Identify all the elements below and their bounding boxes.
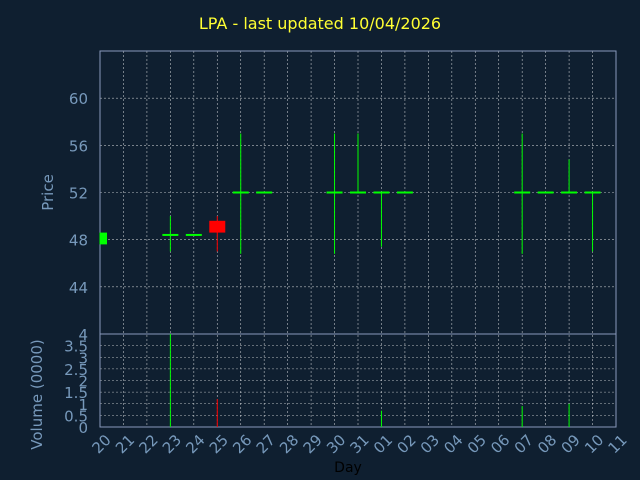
x-tick-label: 10 bbox=[581, 431, 607, 457]
x-tick-label: 07 bbox=[511, 431, 537, 457]
x-tick-label: 06 bbox=[487, 431, 513, 457]
candle-body bbox=[209, 220, 226, 233]
volume-tick-label: 1 bbox=[78, 396, 88, 414]
chart-title: LPA - last updated 10/04/2026 bbox=[198, 14, 442, 33]
x-tick-label: 04 bbox=[440, 431, 466, 457]
x-tick-label: 01 bbox=[370, 431, 396, 457]
x-tick-label: 20 bbox=[89, 431, 115, 457]
volume-tick-label: 0.5 bbox=[64, 407, 88, 425]
x-axis-label: Day bbox=[334, 460, 362, 476]
price-tick-label: 44 bbox=[69, 279, 88, 297]
price-tick-label: 48 bbox=[69, 232, 88, 250]
x-tick-label: 08 bbox=[534, 431, 560, 457]
candle-body bbox=[162, 233, 179, 236]
candle-body bbox=[100, 232, 107, 245]
price-tick-label: 4 bbox=[78, 326, 88, 344]
x-tick-label: 26 bbox=[229, 431, 255, 457]
volume-panel-frame bbox=[99, 333, 617, 428]
candle-body bbox=[537, 191, 554, 194]
candle-body bbox=[326, 191, 343, 194]
candle-body bbox=[396, 191, 413, 194]
x-tick-label: 21 bbox=[112, 431, 138, 457]
x-tick-label: 30 bbox=[323, 431, 349, 457]
x-tick-label: 23 bbox=[159, 431, 185, 457]
volume-axis-label: Volume (0000) bbox=[28, 339, 46, 449]
x-tick-label: 05 bbox=[464, 431, 490, 457]
candle-body bbox=[232, 191, 249, 194]
x-tick-label: 31 bbox=[347, 431, 373, 457]
volume-tick-label: 0 bbox=[78, 419, 88, 437]
x-tick-label: 24 bbox=[182, 431, 208, 457]
volume-tick-label: 1.5 bbox=[64, 384, 88, 402]
price-tick-label: 60 bbox=[69, 90, 88, 108]
candle-body bbox=[185, 233, 202, 236]
x-tick-label: 02 bbox=[393, 431, 419, 457]
volume-tick-label: 2.5 bbox=[64, 361, 88, 379]
price-axis-label: Price bbox=[39, 174, 57, 211]
volume-tick-label: 3 bbox=[78, 349, 88, 367]
x-tick-label: 25 bbox=[206, 431, 232, 457]
candle-body bbox=[373, 191, 390, 194]
x-tick-label: 11 bbox=[605, 431, 631, 457]
price-tick-label: 56 bbox=[69, 137, 88, 155]
candle-body bbox=[350, 191, 366, 194]
candle-body bbox=[561, 191, 578, 194]
x-tick-label: 28 bbox=[276, 431, 302, 457]
price-tick-label: 52 bbox=[69, 185, 88, 203]
volume-tick-label: 2 bbox=[78, 373, 88, 391]
candle-body bbox=[514, 191, 531, 194]
x-tick-label: 27 bbox=[253, 431, 279, 457]
candle-body bbox=[584, 191, 601, 194]
x-tick-label: 29 bbox=[300, 431, 326, 457]
x-tick-label: 03 bbox=[417, 431, 443, 457]
x-tick-label: 22 bbox=[135, 431, 161, 457]
volume-tick-label: 3.5 bbox=[64, 338, 88, 356]
x-tick-label: 09 bbox=[558, 431, 584, 457]
candle-body bbox=[256, 191, 273, 194]
